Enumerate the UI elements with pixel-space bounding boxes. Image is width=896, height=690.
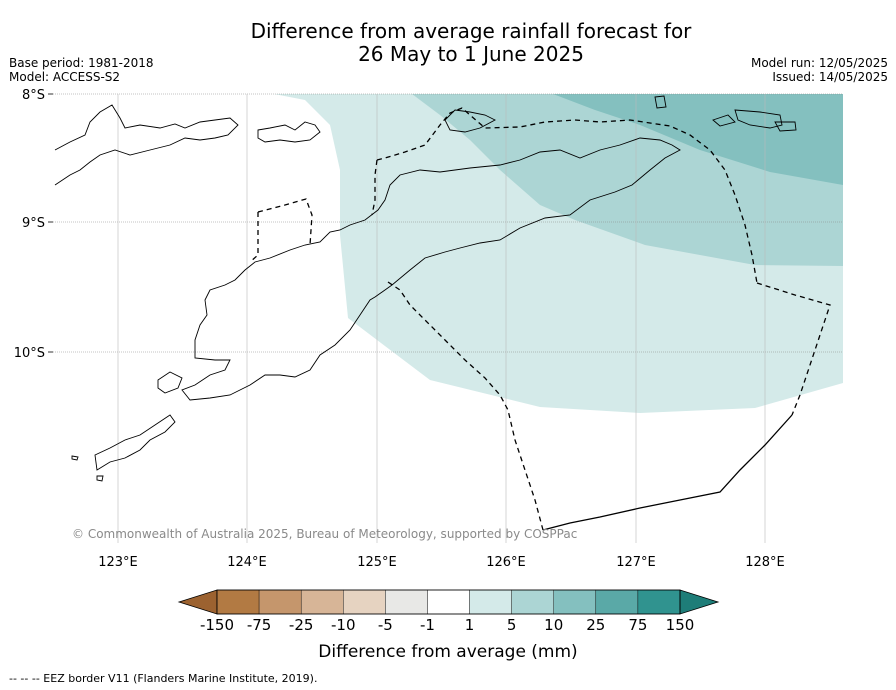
copyright-notice: © Commonwealth of Australia 2025, Bureau…: [72, 527, 578, 541]
lat-label-10S: 10°S: [14, 346, 45, 361]
island-east-2: [774, 121, 797, 132]
colorbar-swatch: [343, 589, 386, 615]
eez-footnote: -- -- -- EEZ border V11 (Flanders Marine…: [9, 672, 318, 685]
title-line-1: Difference from average rainfall forecas…: [250, 19, 692, 43]
lon-label-127E: 127°E: [616, 555, 656, 570]
sumba-coastline: [94, 414, 176, 471]
colorbar-tick-label: -1: [420, 616, 435, 634]
colorbar-tick-label: 10: [544, 616, 563, 634]
small-island-2: [96, 475, 104, 482]
lon-label-128E: 128°E: [745, 555, 785, 570]
colorbar-label: Difference from average (mm): [318, 642, 577, 662]
eez-borders: [249, 107, 831, 531]
colorbar-tick-label: 75: [628, 616, 647, 634]
model-run-text: Model run: 12/05/2025: [750, 56, 888, 70]
lat-labels: 8°S 9°S 10°S: [14, 88, 45, 361]
meta-left: Base period: 1981-2018 Model: ACCESS-S2: [9, 56, 154, 84]
alor-coastline: [257, 121, 321, 143]
colorbar-tick-label: -5: [378, 616, 393, 634]
eez-timor-sea-south: [387, 281, 544, 531]
axis-ticks: [48, 93, 53, 353]
chart-title: Difference from average rainfall forecas…: [0, 20, 896, 66]
colorbar-swatch: [300, 589, 344, 615]
colorbar-swatch: [427, 589, 470, 615]
lon-label-124E: 124°E: [227, 555, 267, 570]
colorbar-tick-label: -150: [200, 616, 234, 634]
wetar-coastline: [444, 109, 496, 133]
lat-label-8S: 8°S: [22, 88, 45, 103]
lon-label-126E: 126°E: [486, 555, 526, 570]
eez-timor-sea-east: [756, 282, 831, 416]
island-east-4: [654, 95, 667, 109]
rainfall-shading: [274, 94, 843, 413]
colorbar-swatch: [258, 589, 302, 615]
colorbar-swatch: [216, 589, 260, 615]
colorbar-swatch: [511, 589, 554, 615]
colorbar-swatch: [637, 589, 681, 615]
colorbar: -150 -75 -25 -10 -5 -1 1 5 10 25 75 150: [177, 589, 720, 634]
island-east-1: [734, 109, 783, 129]
colorbar-swatch: [553, 589, 597, 615]
eez-southern-line: [542, 414, 793, 531]
shade-10-to-25: [553, 94, 843, 185]
title-line-2: 26 May to 1 June 2025: [358, 42, 584, 66]
model-text: Model: ACCESS-S2: [9, 70, 121, 84]
colorbar-swatch: [385, 589, 428, 615]
colorbar-tick-label: -75: [247, 616, 272, 634]
base-period-text: Base period: 1981-2018: [9, 56, 154, 70]
eez-timor-leste-north: [376, 107, 758, 284]
colorbar-tick-label: 25: [586, 616, 605, 634]
lon-label-123E: 123°E: [98, 555, 138, 570]
colorbar-swatch: [469, 589, 512, 615]
colorbar-swatch: [595, 589, 639, 615]
colorbar-tick-label: 1: [465, 616, 475, 634]
graticule: [53, 93, 843, 543]
eez-timor-sea-west: [371, 159, 378, 216]
lon-label-125E: 125°E: [357, 555, 397, 570]
meta-right: Model run: 12/05/2025 Issued: 14/05/2025: [751, 56, 888, 84]
colorbar-extend-low: [177, 589, 218, 615]
colorbar-tick-label: -10: [331, 616, 356, 634]
issued-text: Issued: 14/05/2025: [772, 70, 888, 84]
colorbar-extend-high: [679, 589, 720, 615]
savu-coastline: [157, 371, 183, 394]
small-island-1: [71, 455, 79, 461]
colorbar-tick-label: 5: [507, 616, 517, 634]
colorbar-tick-label: -25: [289, 616, 314, 634]
eez-oecusse: [257, 198, 313, 246]
flores-coastline: [54, 104, 239, 186]
eez-southern-boundary: [542, 414, 793, 531]
lat-label-9S: 9°S: [22, 216, 45, 231]
colorbar-outline: [216, 589, 681, 615]
eez-oecusse-west: [249, 212, 259, 263]
lon-labels: 123°E 124°E 125°E 126°E 127°E 128°E: [98, 555, 785, 570]
coastlines: [54, 95, 797, 482]
island-east-3: [712, 114, 736, 127]
colorbar-tick-label: 150: [666, 616, 695, 634]
timor-coastline: [181, 137, 681, 401]
